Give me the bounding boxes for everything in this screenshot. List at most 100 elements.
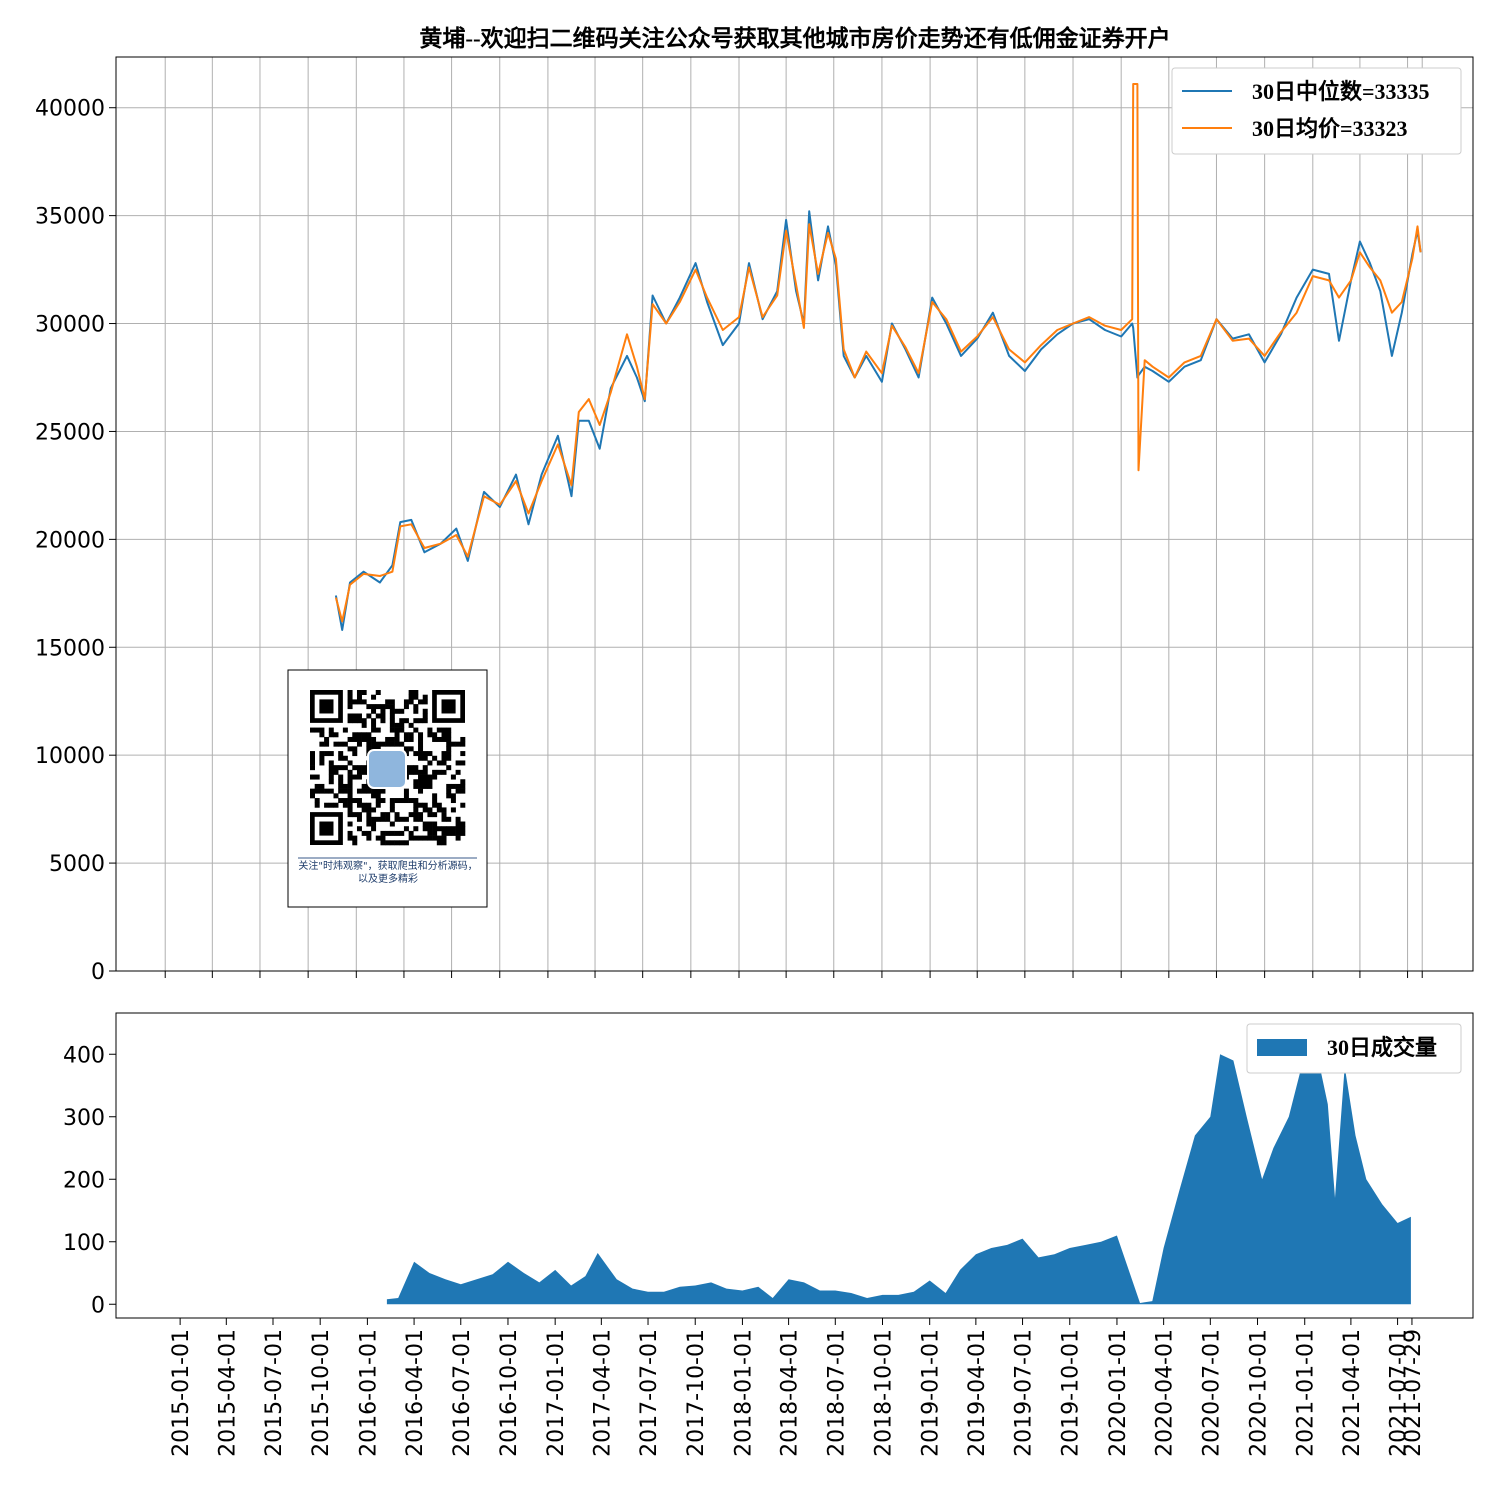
qr-module [385, 736, 391, 742]
qr-module [403, 840, 409, 846]
qr-module [413, 798, 419, 804]
qr-module [380, 798, 386, 804]
qr-module [403, 732, 409, 738]
qr-module [427, 783, 433, 789]
line-series [334, 83, 1422, 623]
qr-module [324, 736, 330, 742]
qr-module [319, 732, 325, 738]
qr-module [371, 826, 377, 832]
qr-module [356, 788, 362, 794]
qr-module [385, 812, 391, 818]
qr-module [432, 769, 438, 775]
qr-module [319, 751, 325, 757]
qr-module [371, 741, 377, 747]
qr-module [422, 826, 428, 832]
qr-module [310, 788, 315, 794]
qr-module [408, 699, 414, 705]
x-tick-label: 2018-04-01 [778, 1329, 803, 1457]
qr-module [347, 830, 353, 836]
qr-module [422, 835, 428, 841]
qr-module [413, 807, 419, 813]
x-tick-label: 2015-10-01 [309, 1329, 334, 1457]
qr-module [432, 793, 438, 799]
qr-module [342, 765, 348, 771]
qr-module [399, 727, 405, 733]
qr-module [356, 694, 362, 700]
qr-module [366, 816, 372, 822]
qr-module [436, 840, 442, 846]
x-tick-label: 2016-07-01 [450, 1329, 475, 1457]
qr-module [371, 793, 377, 799]
plot-frame [115, 1012, 1474, 1319]
qr-module [371, 727, 377, 733]
qr-module [413, 765, 419, 771]
qr-module [413, 704, 419, 710]
qr-module [338, 751, 344, 757]
qr-module [446, 727, 452, 733]
qr-module [347, 769, 353, 775]
qr-module [342, 755, 348, 761]
qr-module [403, 699, 409, 705]
qr-module [427, 751, 433, 757]
qr-module [418, 816, 424, 822]
qr-module [389, 807, 395, 813]
qr-module [361, 736, 367, 742]
qr-module [352, 765, 358, 771]
qr-module [342, 802, 348, 808]
qr-module [436, 760, 442, 766]
qr-module [418, 741, 424, 747]
qr-module [455, 741, 461, 747]
qr-module [380, 704, 386, 710]
qr-module [347, 694, 353, 700]
qr-module [366, 736, 372, 742]
qr-module [432, 835, 438, 841]
qr-module [366, 835, 372, 841]
qr-module [441, 769, 447, 775]
qr-module [342, 727, 348, 733]
qr-module [418, 783, 424, 789]
qr-module [446, 788, 452, 794]
qr-module [427, 760, 433, 766]
qr-module [446, 783, 452, 789]
qr-module [328, 760, 334, 766]
legend-label: 30日成交量 [1327, 1035, 1437, 1060]
qr-module [347, 713, 353, 719]
qr-module [389, 741, 395, 747]
qr-module [352, 699, 358, 705]
qr-module [413, 816, 419, 822]
qr-module [324, 741, 330, 747]
qr-finder [441, 699, 456, 714]
qr-module [328, 769, 334, 775]
x-tick-label: 2017-07-01 [637, 1329, 662, 1457]
qr-module [436, 727, 442, 733]
qr-module [347, 699, 353, 705]
qr-module [427, 821, 433, 827]
qr-module [380, 812, 386, 818]
qr-module [375, 816, 381, 822]
qr-module [418, 751, 424, 757]
x-tick-label: 2015-01-01 [169, 1329, 194, 1457]
qr-module [319, 783, 325, 789]
qr-module [441, 835, 447, 841]
qr-module [380, 713, 386, 719]
qr-module [347, 704, 353, 710]
x-tick-label: 2018-01-01 [731, 1329, 756, 1457]
qr-module [324, 802, 330, 808]
qr-module [413, 690, 419, 695]
qr-module [446, 736, 452, 742]
qr-module [422, 755, 428, 761]
qr-module [338, 779, 344, 785]
qr-module [389, 840, 395, 846]
qr-module [455, 835, 461, 841]
qr-module [432, 774, 438, 780]
qr-module [356, 798, 362, 804]
qr-module [347, 821, 353, 827]
x-tick-label: 2021-04-01 [1340, 1329, 1365, 1457]
qr-module [361, 718, 367, 724]
qr-module [371, 718, 377, 724]
qr-module [408, 694, 414, 700]
x-tick-label: 2021-01-01 [1294, 1329, 1319, 1457]
qr-module [389, 830, 395, 836]
qr-module [352, 812, 358, 818]
qr-module [403, 736, 409, 742]
